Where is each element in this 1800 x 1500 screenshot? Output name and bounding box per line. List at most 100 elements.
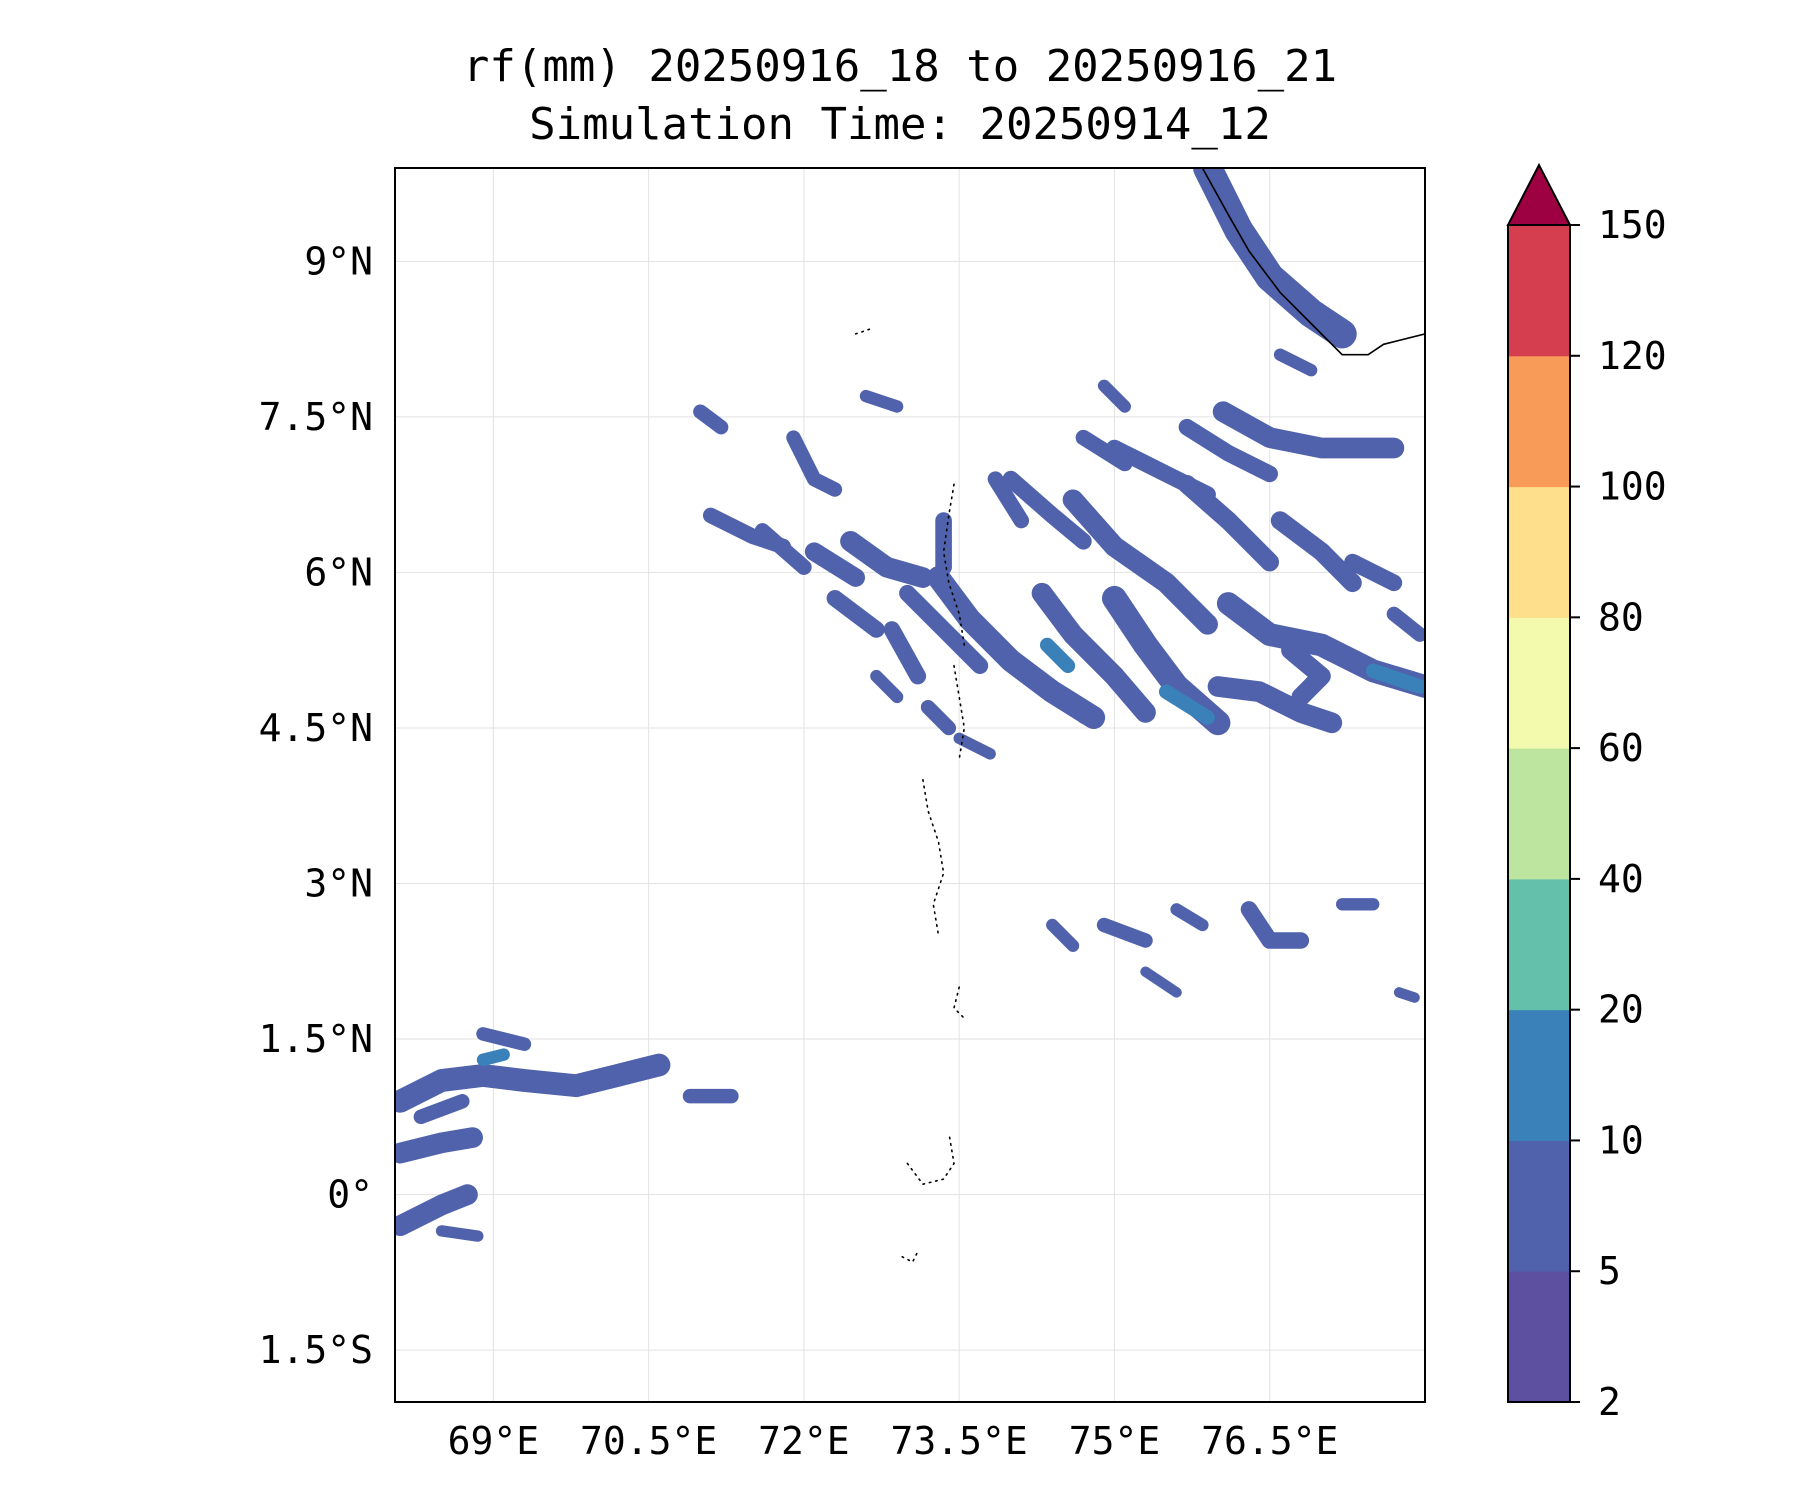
rain-band [1212,401,1405,459]
rain-band [859,389,904,413]
rain-band [1046,918,1080,952]
colorbar-extend-arrow [1506,162,1572,226]
island-outline [953,664,966,760]
map-plot-area [394,167,1426,1403]
rain-band [786,430,843,497]
x-axis-ticks: 69°E 70.5°E 72°E 73.5°E 75°E 76.5°E [448,1419,1339,1463]
rain-band [413,1094,470,1125]
rain-band [987,471,1030,529]
colorbar-segment [1508,878,1570,1011]
rain-band [1031,582,1156,723]
rain-band [804,542,865,587]
map-frame [394,167,1426,1403]
y-tick-label: 9°N [304,239,373,283]
colorbar-segment [1508,355,1570,488]
rain-band [1106,439,1216,503]
x-tick-label: 72°E [758,1419,850,1463]
island-outline [901,1250,919,1264]
island-outline [922,779,945,937]
rain-band [883,621,927,685]
rain-band [1158,684,1215,725]
x-tick-label: 69°E [448,1419,540,1463]
rain-band [395,1053,671,1113]
y-tick-label: 1.5°S [259,1328,373,1372]
rain-band [1075,429,1133,472]
colorbar-label: 120 [1598,334,1667,378]
rain-band [1178,418,1278,483]
colorbar-segment [1508,617,1570,749]
rain-band [870,669,904,704]
y-tick-label: 3°N [304,862,373,906]
colorbar: 2 5 10 20 40 60 80 100 120 150 [1506,162,1667,1424]
colorbar-segment [1508,748,1570,880]
rain-band [1344,553,1403,592]
rain-band [476,1048,510,1066]
y-axis-ticks: 9°N 7.5°N 6°N 4.5°N 3°N 1.5°N 0° 1.5°S [259,239,373,1372]
rain-band [1281,640,1331,707]
rain-band [1140,966,1182,998]
x-tick-label: 76.5°E [1201,1419,1338,1463]
rain-band [1270,511,1362,593]
colorbar-label: 40 [1598,857,1644,901]
rain-band [1046,680,1090,724]
title-line-2: Simulation Time: 20250914_12 [529,99,1271,150]
island-outline [906,1131,955,1186]
x-tick-label: 73.5°E [891,1419,1028,1463]
y-tick-label: 4.5°N [259,706,373,750]
colorbar-label: 2 [1598,1380,1621,1424]
colorbar-label: 80 [1598,595,1644,639]
map-title: rf(mm) 20250916_18 to 20250916_21 Simula… [0,38,1800,154]
island-outline [942,483,966,646]
rain-band [1002,470,1092,550]
colorbar-segment [1508,1271,1570,1403]
rain-band [476,1027,532,1051]
rain-band [395,1127,483,1164]
rain-band [899,584,989,674]
rain-band [840,530,934,588]
colorbar-label: 5 [1598,1249,1621,1293]
rain-band [754,523,812,575]
colorbar-segment [1508,1140,1570,1272]
rain-band [1039,637,1076,673]
colorbar-label: 100 [1598,465,1667,509]
colorbar-segment [1508,486,1570,618]
rain-band [826,590,885,638]
rain-band [1393,987,1420,1003]
title-line-1: rf(mm) 20250916_18 to 20250916_21 [462,41,1338,92]
rain-band [1193,168,1357,349]
colorbar-label: 10 [1598,1118,1644,1162]
x-tick-label: 75°E [1069,1419,1161,1463]
y-tick-label: 6°N [304,550,373,594]
y-tick-label: 7.5°N [259,395,373,439]
rain-band [953,732,996,760]
colorbar-frame [1507,224,1571,1403]
coastline-layer [854,168,1425,1264]
y-tick-label: 0° [327,1173,373,1217]
rain-band [1207,676,1343,734]
rain-band [395,1184,478,1237]
rain-band [1273,348,1318,377]
rain-band [1365,663,1425,694]
rain-band [1170,903,1209,932]
map-background [395,168,1425,1402]
x-tick-label: 70.5°E [580,1419,717,1463]
rain-band [1097,379,1131,413]
colorbar-segment [1508,1009,1570,1141]
rain-band [1096,917,1153,948]
rain-band [1062,489,1218,635]
coastline [1201,168,1425,356]
rain-band [693,404,729,435]
colorbar-label: 150 [1598,203,1667,247]
rainfall-contours [395,168,1425,1242]
rain-band [1386,606,1425,642]
rain-band [920,699,957,736]
colorbar-label: 60 [1598,726,1644,770]
rain-band [1240,901,1310,949]
island-outline [854,327,872,335]
colorbar-label: 20 [1598,988,1644,1032]
y-tick-label: 1.5°N [259,1017,373,1061]
rain-band [435,1225,484,1242]
island-outline [953,986,966,1020]
colorbar-segment [1508,225,1570,357]
